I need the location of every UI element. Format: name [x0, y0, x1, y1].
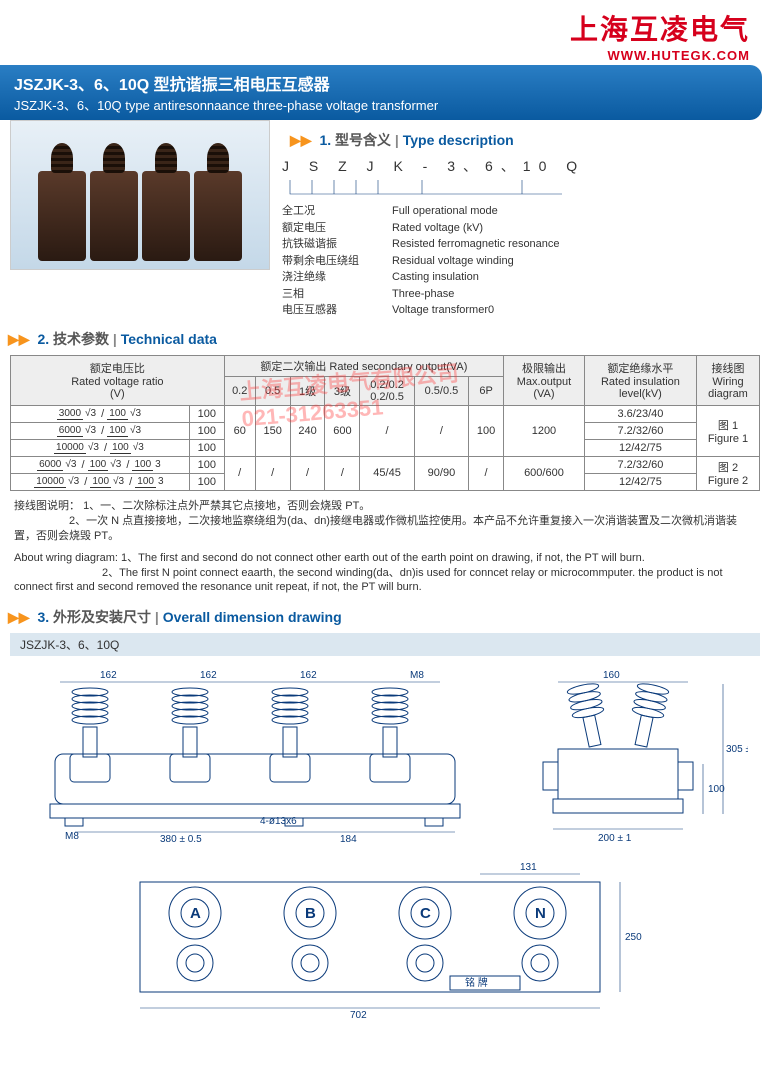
model-code: J S Z J K - 3、6、10 Q	[282, 156, 760, 176]
svg-text:100: 100	[708, 784, 725, 795]
svg-text:M8: M8	[410, 670, 424, 681]
svg-text:162: 162	[100, 670, 117, 681]
th-02: 0.2	[224, 376, 255, 405]
product-photo	[10, 120, 270, 270]
arrow-icon: ▶▶	[8, 609, 30, 625]
svg-text:4-ø13x6: 4-ø13x6	[260, 816, 297, 827]
side-elevation-drawing: 160 200 ± 1 100 305 ± 3	[498, 664, 748, 844]
th-0505: 0.5/0.5	[414, 376, 468, 405]
type-desc-rows: 全工况Full operational mode额定电压Rated voltag…	[282, 203, 760, 319]
th-ins-u: level(kV)	[619, 388, 662, 400]
svg-text:铭 牌: 铭 牌	[465, 976, 488, 989]
th-3: 3级	[325, 376, 360, 405]
technical-data-table: 额定电压比 Rated voltage ratio (V) 额定二次输出 Rat…	[10, 355, 760, 491]
sec3-cn: 外形及安装尺寸	[53, 609, 151, 625]
sec2-en: Technical data	[121, 331, 217, 347]
svg-text:131: 131	[520, 862, 537, 873]
brand-block: 上海互凌电气 WWW.HUTEGK.COM	[0, 0, 770, 65]
svg-text:162: 162	[300, 670, 317, 681]
th-ins-en: Rated insulation	[601, 376, 680, 388]
brand-cn: 上海互凌电气	[0, 8, 750, 48]
svg-text:702: 702	[350, 1010, 367, 1018]
svg-text:160: 160	[603, 670, 620, 681]
arrow-icon: ▶▶	[8, 331, 30, 347]
dimension-drawings: 162 162 162 M8 M8 380 ± 0.5 184 4-ø13x6	[0, 656, 770, 1029]
sec1-en: Type description	[403, 132, 514, 148]
th-1: 1级	[290, 376, 325, 405]
th-0202b: 0.2/0.5	[370, 391, 404, 403]
svg-text:250: 250	[625, 932, 642, 943]
sec1-cn: 型号含义	[335, 132, 391, 148]
brand-url: WWW.HUTEGK.COM	[0, 48, 750, 63]
section3-head: ▶▶ 3. 外形及安装尺寸 | Overall dimension drawin…	[8, 607, 770, 627]
svg-text:200 ± 1: 200 ± 1	[598, 833, 632, 844]
svg-text:184: 184	[340, 834, 357, 844]
svg-text:M8: M8	[65, 831, 79, 842]
th-max-en: Max.output	[517, 376, 571, 388]
th-out-cn: 额定二次输出	[260, 361, 326, 373]
th-wir-cn: 接线图	[711, 363, 744, 375]
svg-text:A: A	[190, 905, 201, 922]
th-0202t: 0.2/0.2	[370, 379, 404, 391]
title-en: JSZJK-3、6、10Q type antiresonnaance three…	[14, 95, 748, 114]
notes-en-label: About wring diagram:	[14, 552, 118, 564]
section2-head: ▶▶ 2. 技术参数 | Technical data	[8, 329, 770, 349]
front-elevation-drawing: 162 162 162 M8 M8 380 ± 0.5 184 4-ø13x6	[10, 664, 480, 844]
notes-cn: 接线图说明： 1、一、二次除标注点外严禁其它点接地，否则会烧毁 PT。 2、一次…	[0, 495, 770, 549]
svg-text:305 ± 3: 305 ± 3	[726, 744, 748, 755]
th-ins-cn: 额定绝缘水平	[607, 363, 673, 375]
dimension-model-label: JSZJK-3、6、10Q	[10, 633, 760, 656]
section1-head: ▶▶ 1. 型号含义 | Type description	[290, 130, 760, 150]
top-view-drawing: 131 A B C N 铭 牌 702 250	[100, 858, 660, 1018]
notes-cn-label: 接线图说明：	[14, 500, 80, 512]
sec2-num: 2.	[37, 331, 49, 347]
th-ratio-unit: (V)	[110, 388, 125, 400]
th-ratio-en: Rated voltage ratio	[71, 376, 163, 388]
title-cn: JSZJK-3、6、10Q 型抗谐振三相电压互感器	[14, 71, 748, 95]
th-max-cn: 极限输出	[522, 363, 566, 375]
th-wir-u: diagram	[708, 388, 748, 400]
title-bar: JSZJK-3、6、10Q 型抗谐振三相电压互感器 JSZJK-3、6、10Q …	[0, 65, 762, 120]
svg-text:380 ± 0.5: 380 ± 0.5	[160, 834, 202, 844]
th-wir-en: Wiring	[712, 376, 743, 388]
th-6p: 6P	[469, 376, 504, 405]
sec3-num: 3.	[37, 609, 49, 625]
sec1-num: 1.	[319, 132, 331, 148]
th-out-en: Rated secondary output(VA)	[329, 361, 467, 373]
notes-en: About wring diagram: 1、The first and sec…	[0, 549, 770, 598]
th-05: 0.5	[255, 376, 290, 405]
sec3-en: Overall dimension drawing	[163, 609, 342, 625]
svg-text:B: B	[305, 905, 316, 922]
svg-text:N: N	[535, 905, 546, 922]
arrow-icon: ▶▶	[290, 132, 312, 148]
sec2-cn: 技术参数	[53, 331, 109, 347]
th-ratio-cn: 额定电压比	[90, 363, 145, 375]
bracket-diagram	[282, 180, 582, 200]
svg-text:162: 162	[200, 670, 217, 681]
svg-text:C: C	[420, 905, 431, 922]
th-max-u: (VA)	[533, 388, 554, 400]
